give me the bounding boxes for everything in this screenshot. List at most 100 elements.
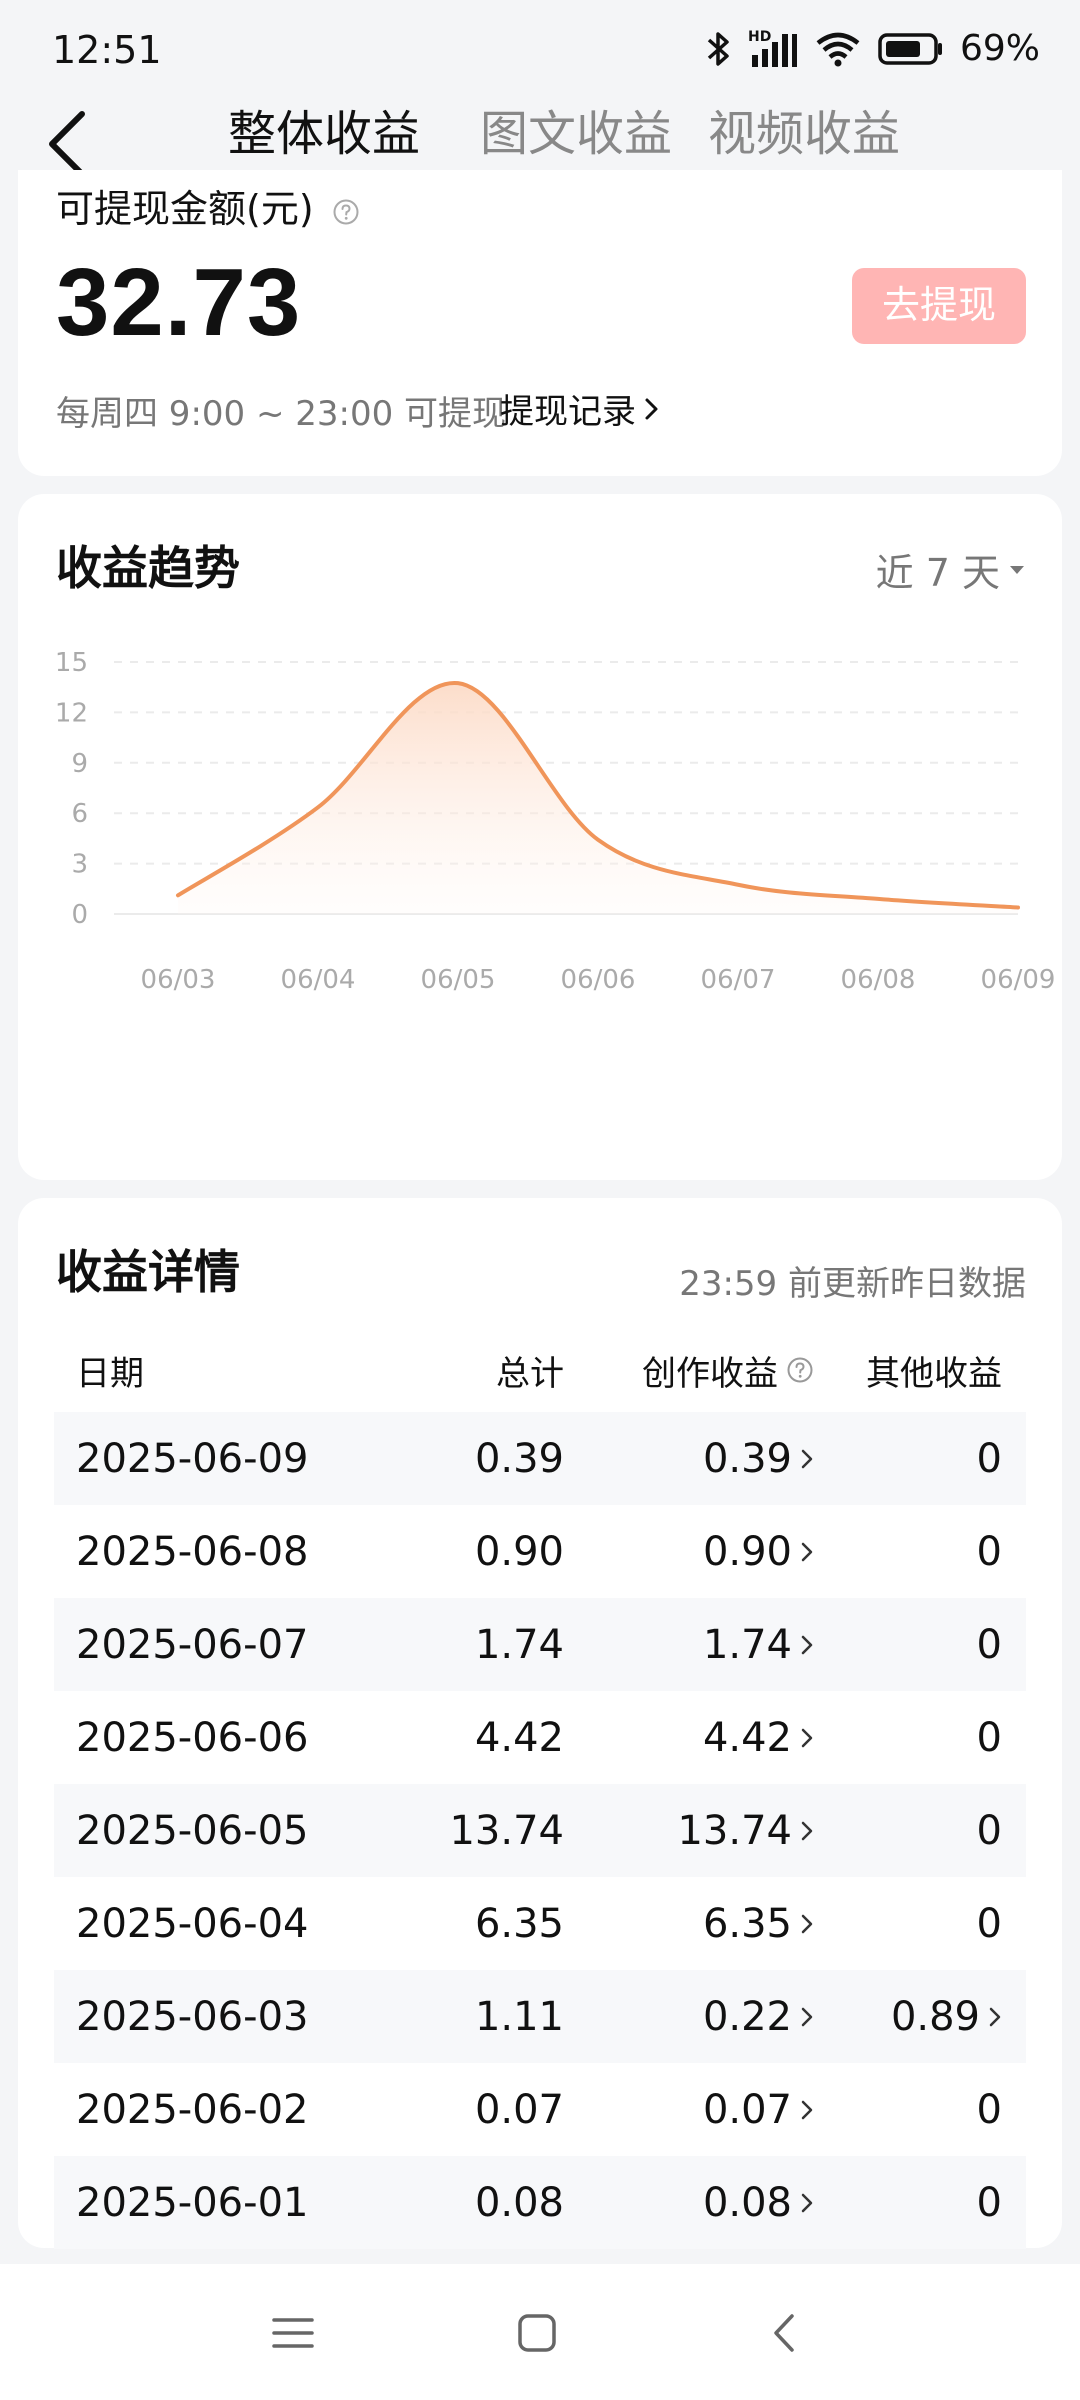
chevron-right-icon — [801, 2193, 813, 2212]
row-creation-link[interactable]: 0.90 — [564, 1529, 814, 1575]
column-other: 其他收益 — [866, 1353, 1002, 1394]
row-other: 0 — [814, 1622, 1026, 1668]
row-creation: 0.08 — [702, 2179, 792, 2226]
row-total: 1.74 — [474, 1621, 564, 1668]
table-row: 2025-06-04 6.35 6.35 0 — [54, 1877, 1026, 1970]
chevron-right-icon — [801, 1728, 813, 1747]
row-other: 0 — [814, 1715, 1026, 1761]
chevron-right-icon — [989, 2007, 1001, 2026]
withdraw-schedule: 每周四 9:00 ~ 23:00 可提现 — [56, 394, 507, 434]
back-icon[interactable] — [40, 104, 100, 184]
bluetooth-icon — [707, 31, 729, 66]
back-nav-icon[interactable] — [760, 2308, 810, 2358]
period-select[interactable]: 近 7 天 — [876, 542, 1026, 597]
withdrawable-amount: 32.73 — [56, 249, 302, 356]
chart-xtick-label: 06/04 — [281, 965, 356, 995]
status-time: 12:51 — [52, 28, 162, 72]
chart-xtick-label: 06/07 — [701, 965, 776, 995]
chart-ytick-label: 0 — [71, 900, 88, 930]
row-other: 0 — [814, 2180, 1026, 2226]
column-date: 日期 — [76, 1353, 144, 1394]
column-creation: 创作收益 — [564, 1346, 814, 1395]
row-creation: 0.07 — [702, 2086, 792, 2133]
table-body: 2025-06-09 0.39 0.39 0 2025-06-08 0.90 0.90 0 20… — [54, 1412, 1026, 2249]
row-creation: 6.35 — [702, 1900, 792, 1947]
row-total: 13.74 — [449, 1807, 564, 1854]
chevron-right-icon — [801, 1635, 813, 1654]
row-creation: 1.74 — [702, 1621, 792, 1668]
table-row: 2025-06-08 0.90 0.90 0 — [54, 1505, 1026, 1598]
row-creation-link[interactable]: 0.22 — [564, 1994, 814, 2040]
row-total: 0.07 — [474, 2086, 564, 2133]
period-select-label: 近 7 天 — [875, 551, 1000, 595]
table-row: 2025-06-06 4.42 4.42 0 — [54, 1691, 1026, 1784]
row-other: 0 — [814, 1436, 1026, 1482]
withdraw-button[interactable]: 去提现 — [852, 268, 1026, 344]
row-creation: 0.90 — [702, 1528, 792, 1575]
status-icons: HD 69% — [706, 28, 1040, 69]
row-date: 2025-06-06 — [76, 1714, 309, 1761]
chevron-right-icon — [645, 398, 658, 419]
row-creation-link[interactable]: 0.07 — [564, 2087, 814, 2133]
chart-xtick-label: 06/06 — [561, 965, 636, 995]
row-other: 0 — [814, 2087, 1026, 2133]
row-date: 2025-06-03 — [76, 1993, 309, 2040]
row-creation-link[interactable]: 6.35 — [564, 1901, 814, 1947]
table-row: 2025-06-07 1.74 1.74 0 — [54, 1598, 1026, 1691]
help-icon[interactable] — [332, 198, 360, 226]
withdraw-history-link[interactable]: 提现记录 — [500, 384, 662, 433]
trend-chart-svg: 0 3 6 9 12 15 06/03 06/04 06/05 06/06 06/07 06/08 0… — [55, 648, 1056, 995]
row-other-value: 0 — [976, 2086, 1002, 2133]
row-date: 2025-06-09 — [76, 1435, 309, 1482]
chevron-right-icon — [801, 1449, 813, 1468]
row-creation-link[interactable]: 13.74 — [564, 1808, 814, 1854]
caret-down-icon — [1010, 565, 1024, 574]
row-date: 2025-06-02 — [76, 2086, 309, 2133]
earnings-table: 日期 总计 创作收益 其他收益 2025-06-09 0.39 0.39 0 2025-… — [54, 1328, 1026, 2249]
help-icon[interactable] — [786, 1356, 814, 1384]
row-creation-link[interactable]: 4.42 — [564, 1715, 814, 1761]
row-creation-link[interactable]: 1.74 — [564, 1622, 814, 1668]
column-total: 总计 — [496, 1353, 564, 1394]
signal-icon: HD — [748, 29, 798, 69]
row-creation-link[interactable]: 0.08 — [564, 2180, 814, 2226]
row-date: 2025-06-04 — [76, 1900, 309, 1947]
row-other: 0 — [814, 1901, 1026, 1947]
chart-series-line — [176, 681, 1020, 910]
tab-overall-earnings[interactable]: 整体收益 — [228, 106, 421, 162]
chevron-right-icon — [801, 2100, 813, 2119]
trend-card: 收益趋势 近 7 天 0 3 6 9 12 15 06/03 06/04 06/05 06/06… — [18, 494, 1062, 1180]
trend-title: 收益趋势 — [56, 541, 240, 595]
trend-chart: 0 3 6 9 12 15 06/03 06/04 06/05 06/06 06/07 06/08 0… — [18, 624, 1062, 1084]
battery-level: 69% — [959, 28, 1040, 69]
chevron-right-icon — [801, 2007, 813, 2026]
update-note: 23:59 前更新昨日数据 — [679, 1264, 1026, 1304]
home-icon[interactable] — [512, 2308, 562, 2358]
row-other-value: 0 — [976, 2179, 1002, 2226]
row-date: 2025-06-01 — [76, 2179, 309, 2226]
row-total: 4.42 — [474, 1714, 564, 1761]
row-total: 0.90 — [474, 1528, 564, 1575]
table-header: 日期 总计 创作收益 其他收益 — [54, 1328, 1026, 1412]
menu-icon[interactable] — [268, 2308, 318, 2358]
row-creation: 4.42 — [702, 1714, 792, 1761]
tab-video-earnings[interactable]: 视频收益 — [708, 106, 901, 162]
tab-article-earnings[interactable]: 图文收益 — [480, 106, 673, 162]
row-other: 0 — [814, 1808, 1026, 1854]
chevron-right-icon — [801, 1914, 813, 1933]
table-row: 2025-06-02 0.07 0.07 0 — [54, 2063, 1026, 2156]
row-date: 2025-06-07 — [76, 1621, 309, 1668]
row-other-value: 0.89 — [890, 1993, 980, 2040]
chart-ytick-label: 12 — [55, 698, 88, 728]
chart-ytick-label: 3 — [71, 850, 88, 880]
row-creation-link[interactable]: 0.39 — [564, 1436, 814, 1482]
row-other-link[interactable]: 0.89 — [814, 1994, 1026, 2040]
battery-icon — [878, 32, 942, 65]
detail-title: 收益详情 — [56, 1245, 240, 1299]
withdraw-card: 可提现金额(元) 32.73 去提现 每周四 9:00 ~ 23:00 可提现 … — [18, 170, 1062, 476]
table-row: 2025-06-03 1.11 0.22 0.89 — [54, 1970, 1026, 2063]
chart-ytick-label: 9 — [71, 749, 88, 779]
row-other-value: 0 — [976, 1621, 1002, 1668]
table-row: 2025-06-05 13.74 13.74 0 — [54, 1784, 1026, 1877]
chevron-right-icon — [801, 1821, 813, 1840]
